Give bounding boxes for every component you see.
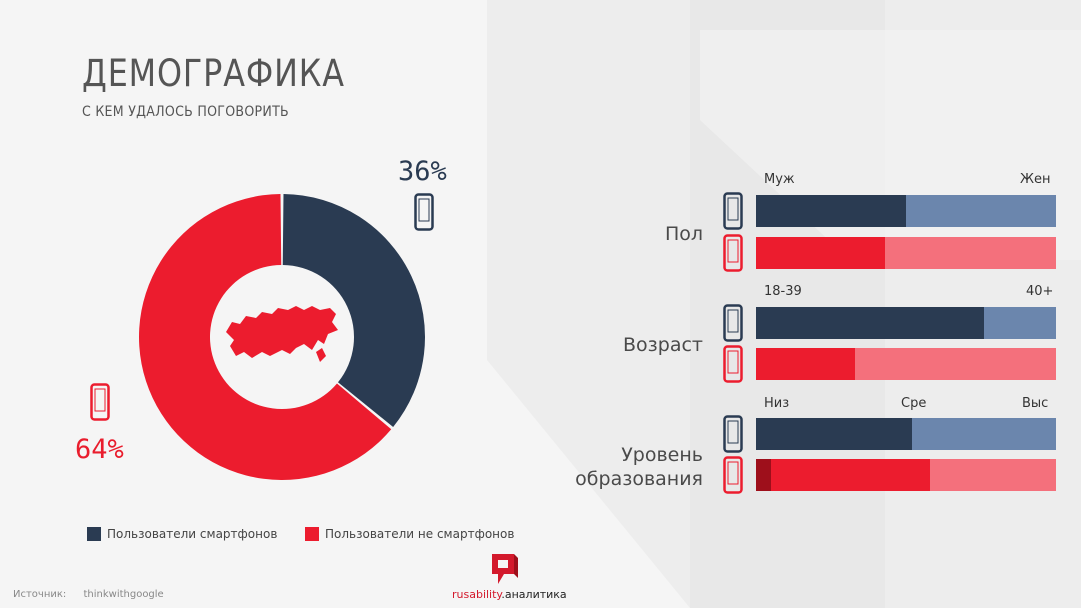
russia-map-icon [226,306,338,362]
row-label-age: Возраст [623,334,703,356]
bar-education-non-smartphone [756,459,1056,491]
brand-name: rusability.аналитика [452,588,567,601]
legend-item-smartphone: Пользователи смартфонов [87,527,277,541]
bar-segment-18-39 [756,307,984,339]
row-label-line: образования [575,467,703,490]
non-smartphone-percent-label: 64% [75,434,124,465]
tick-label: Низ [764,396,790,411]
source-note: Источник: thinkwithgoogle [13,589,164,600]
rusability-logo-icon [492,554,518,584]
brand-suffix: .аналитика [501,588,567,601]
brand-logo: rusability.аналитика [452,552,567,604]
source-value: thinkwithgoogle [83,589,164,600]
bar-segment-40+ [984,307,1056,339]
brand-main: rusability [452,588,502,601]
bar-education-smartphone [756,418,1056,450]
bar-segment-Муж [756,195,906,227]
legend-item-non-smartphone: Пользователи не смартфонов [305,527,514,541]
bar-gender-non-smartphone [756,237,1056,269]
bar-segment-Выс [912,418,1056,450]
smartphone-icon [723,456,743,494]
donut-chart [138,194,426,480]
tick-label: Выс [1022,396,1049,411]
smartphone-icon [723,345,743,383]
legend-swatch [305,527,319,541]
bar-segment-Низ [756,418,762,450]
legend-label: Пользователи не смартфонов [325,527,515,541]
bar-segment-Низ [756,459,771,491]
source-label: Источник: [13,589,67,600]
smartphone-icon [723,304,743,342]
smartphone-icon [723,192,743,230]
bar-segment-Сре [771,459,930,491]
page-subtitle: С КЕМ УДАЛОСЬ ПОГОВОРИТЬ [82,104,289,120]
smartphone-icon [414,193,434,231]
donut-slice-smartphone [282,194,426,427]
bar-gender-smartphone [756,195,1056,227]
bar-segment-Выс [930,459,1056,491]
bar-segment-Жен [885,237,1056,269]
bar-segment-Муж [756,237,885,269]
bar-age-non-smartphone [756,348,1056,380]
bar-segment-Сре [762,418,912,450]
smartphone-icon [723,234,743,272]
smartphone-icon [723,415,743,453]
tick-label: 18-39 [764,284,802,299]
tick-label: Жен [1020,172,1051,187]
bar-segment-18-39 [756,348,855,380]
row-label-gender: Пол [664,223,703,245]
bar-age-smartphone [756,307,1056,339]
page-title: ДЕМОГРАФИКА [82,52,345,95]
tick-label: 40+ [1026,284,1054,299]
legend-label: Пользователи смартфонов [107,527,278,541]
tick-label: Муж [764,172,795,187]
row-label-line: Уровень [621,444,703,466]
bar-segment-Жен [906,195,1056,227]
bar-segment-40+ [855,348,1056,380]
row-label-education: Уровень образования [575,444,703,492]
donut-slice-non-smartphone [138,194,392,480]
smartphone-percent-label: 36% [398,156,447,187]
tick-label: Сре [901,396,927,411]
legend-swatch [87,527,101,541]
smartphone-icon [90,383,110,421]
